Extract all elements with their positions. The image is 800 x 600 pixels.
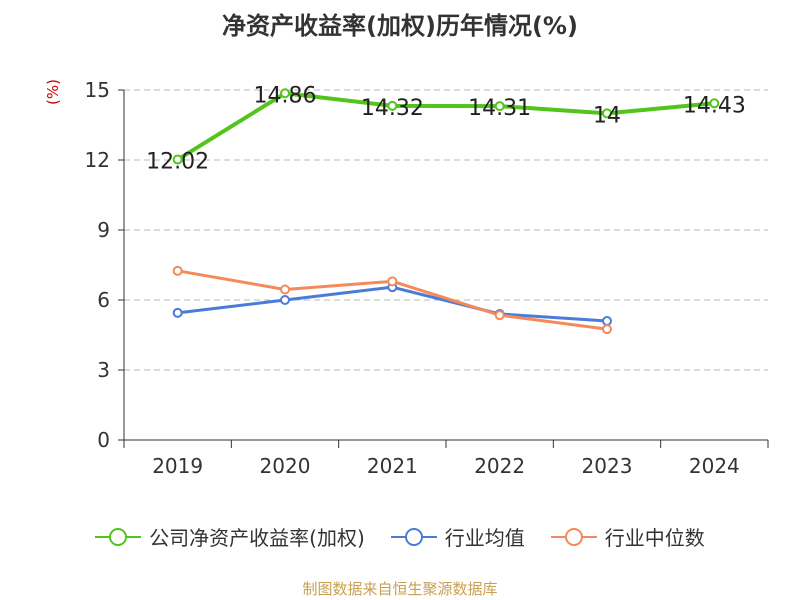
data-point[interactable] (280, 284, 290, 295)
data-label: 14 (593, 103, 621, 128)
x-tick-label: 2022 (474, 454, 525, 478)
x-tick-label: 2023 (582, 454, 633, 478)
data-label: 12.02 (146, 150, 209, 175)
legend-label-company: 公司净资产收益率(加权) (149, 526, 365, 550)
data-source-note: 制图数据来自恒生聚源数据库 (302, 580, 498, 598)
data-point[interactable] (602, 324, 612, 335)
y-tick-label: 3 (97, 358, 110, 382)
data-label: 14.86 (254, 83, 317, 108)
x-tick-label: 2020 (260, 454, 311, 478)
data-point[interactable] (709, 98, 720, 109)
x-tick-label: 2021 (367, 454, 418, 478)
data-points (172, 88, 720, 335)
series-line-0 (176, 91, 715, 162)
y-tick-label: 6 (97, 288, 110, 312)
chart-title: 净资产收益率(加权)历年情况(%) (222, 12, 578, 40)
data-point[interactable] (494, 310, 505, 321)
legend-item-industry-mean[interactable]: 行业均值 (390, 522, 525, 551)
data-point[interactable] (172, 265, 183, 276)
legend-item-company[interactable]: 公司净资产收益率(加权) (95, 522, 365, 551)
legend-item-industry-median[interactable]: 行业中位数 (550, 522, 705, 551)
legend-marker-industry-median (550, 527, 597, 546)
data-label: 14.43 (683, 93, 746, 118)
data-point[interactable] (602, 316, 612, 326)
data-point[interactable] (602, 108, 612, 119)
series-line-1 (177, 285, 608, 323)
legend-marker-industry-mean (390, 527, 437, 546)
data-point[interactable] (494, 101, 505, 112)
x-tick-label: 2024 (689, 454, 740, 478)
axes: 0 3 6 9 12 15 2019 2020 2021 2022 2023 2024 (85, 78, 769, 478)
data-point[interactable] (172, 154, 183, 165)
data-point[interactable] (172, 307, 183, 318)
legend-label-industry-mean: 行业均值 (444, 526, 525, 550)
y-tick-label: 9 (97, 218, 110, 242)
data-labels: 12.02 14.86 14.32 14.31 14 14.43 (146, 83, 746, 174)
legend-label-industry-median: 行业中位数 (604, 526, 705, 550)
legend: 公司净资产收益率(加权) 行业均值 行业中位数 (0, 522, 800, 551)
data-point[interactable] (280, 88, 290, 99)
data-point[interactable] (387, 276, 398, 287)
y-tick-label: 0 (97, 428, 110, 452)
legend-marker-company (95, 527, 142, 546)
series-lines (176, 91, 715, 331)
data-label: 14.31 (468, 96, 531, 121)
x-tick-label: 2019 (152, 454, 203, 478)
data-point[interactable] (387, 100, 398, 111)
y-tick-label: 12 (85, 148, 110, 172)
data-label: 14.32 (361, 96, 424, 121)
y-tick-label: 15 (85, 78, 110, 102)
data-point[interactable] (280, 295, 290, 305)
